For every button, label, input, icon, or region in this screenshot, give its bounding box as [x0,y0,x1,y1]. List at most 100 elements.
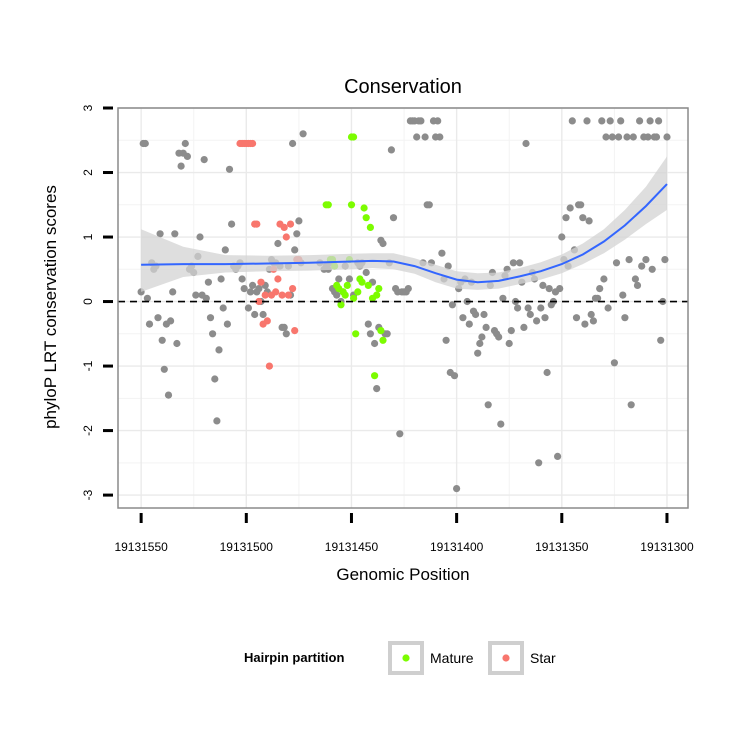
data-point [169,288,177,296]
data-point [572,314,581,322]
y-tick-label: 0 [81,298,95,305]
data-point [249,281,257,289]
data-point [566,204,574,212]
data-point [657,336,665,344]
data-point-star [274,275,282,283]
data-point [345,275,353,283]
data-point [631,275,640,283]
data-point-mature [362,214,370,222]
data-point [629,133,637,141]
data-point [156,230,164,238]
data-point [539,281,547,289]
data-point-star [282,233,290,241]
data-point [141,139,149,148]
y-tick-label: 1 [81,233,95,240]
data-point-mature [377,327,385,335]
data-point [541,314,549,322]
data-point [171,230,179,238]
data-point [389,214,398,222]
data-point [366,330,374,338]
data-point [615,133,623,141]
data-point-star [291,327,299,335]
data-point [192,291,200,299]
data-point-mature [366,223,374,231]
data-point [259,310,267,319]
data-point [636,117,644,125]
data-point [554,452,562,460]
data-point [625,256,633,264]
y-axis-label: phyloP LRT conservation scores [41,185,60,429]
data-point [293,230,301,238]
data-point [364,320,372,328]
plot-area: -3 -2 -1 0 1 2 3 19131550 19131500 19131450 191314… [81,104,694,554]
data-point [598,117,606,125]
data-point [627,401,635,409]
data-point [177,162,185,170]
data-point-mature [375,285,383,293]
data-point [612,259,621,267]
data-point [585,217,593,225]
data-point [213,417,221,425]
data-point-star [261,291,269,299]
data-point-star [255,297,263,306]
data-point [335,275,343,283]
data-point [413,133,421,141]
data-point [482,323,490,331]
data-point-star [278,291,286,299]
data-point [383,330,391,338]
data-point [484,401,492,409]
data-point [333,291,341,299]
legend-label-mature: Mature [430,650,474,666]
data-point [255,285,263,293]
data-point [507,327,515,335]
data-point [623,133,631,141]
data-point-star [249,139,257,148]
data-point [295,217,303,225]
data-point-mature [354,288,362,296]
data-point [453,485,461,493]
data-point [474,349,482,357]
data-point [642,256,650,264]
data-point [514,304,522,312]
data-point [274,239,282,248]
data-point [225,165,234,173]
data-point [478,333,486,341]
y-tick-label: -2 [81,425,95,436]
data-point [244,304,252,312]
data-point [204,278,212,286]
data-point [581,320,589,328]
data-point [577,201,585,209]
data-point [522,139,530,148]
y-tick-label: 3 [81,104,95,111]
data-point [373,385,381,393]
data-point [200,156,208,164]
data-point [154,314,162,322]
data-point [240,285,248,293]
data-point-star [257,278,265,286]
data-point [160,365,168,373]
data-point [587,310,595,319]
data-point [181,139,189,148]
data-point [145,320,154,328]
data-point [556,285,564,293]
data-point [495,333,503,341]
data-point [558,233,566,241]
data-point [596,285,604,293]
data-point [526,310,534,319]
data-point [543,368,551,377]
data-point [545,285,553,293]
data-point-mature [343,281,351,289]
data-point-star [286,220,295,228]
data-point [209,330,217,338]
legend-marker-mature [402,654,410,662]
data-point [219,304,227,312]
data-point-star [263,317,271,325]
data-point [291,246,299,254]
data-point [228,220,236,228]
data-point [516,259,524,267]
data-point [217,275,225,283]
data-point [450,372,459,380]
data-point [379,239,387,248]
data-point [644,133,652,141]
x-axis-label: Genomic Position [336,565,469,584]
